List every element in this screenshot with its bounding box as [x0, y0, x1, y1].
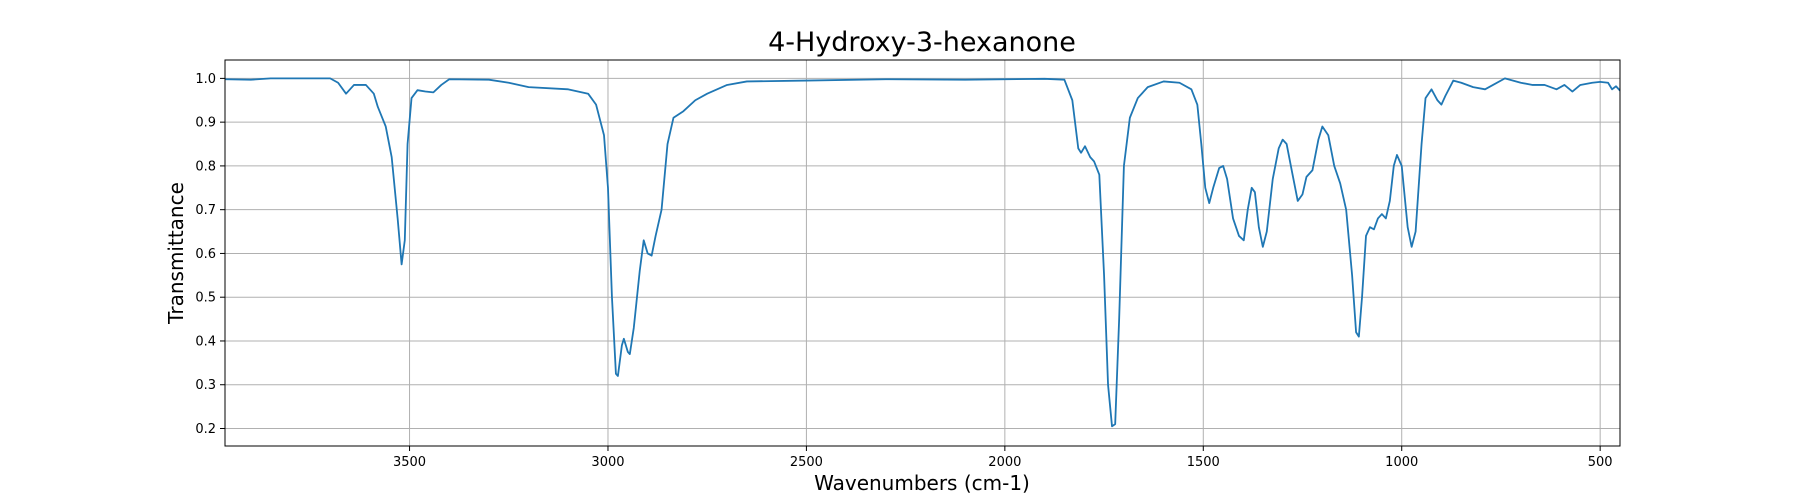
x-tick-label: 3000 [591, 455, 624, 470]
y-axis-label: Transmittance [164, 182, 188, 325]
chart-title: 4-Hydroxy-3-hexanone [768, 27, 1076, 58]
x-tick-label: 2000 [988, 455, 1021, 470]
y-tick-label: 0.2 [195, 422, 216, 437]
y-tick-label: 0.9 [195, 116, 216, 131]
x-tick-label: 1500 [1187, 455, 1220, 470]
y-tick-label: 0.4 [195, 334, 216, 349]
x-tick-label: 3500 [393, 455, 426, 470]
x-tick-label: 500 [1588, 455, 1613, 470]
x-axis-label: Wavenumbers (cm-1) [814, 471, 1030, 495]
x-tick-label: 1000 [1385, 455, 1418, 470]
y-tick-label: 1.0 [195, 72, 216, 87]
series-layer [224, 77, 1621, 428]
y-tick-label: 0.5 [195, 291, 216, 306]
y-tick-label: 0.6 [195, 247, 216, 262]
grid-lines [225, 60, 1620, 446]
transmittance-line [224, 77, 1621, 428]
x-tick-label: 2500 [790, 455, 823, 470]
y-tick-label: 0.7 [195, 203, 216, 218]
axis-ticks: 3500 3000 2500 2000 1500 1000 500 0.2 0.3 0.4 0.5 0… [195, 72, 1612, 470]
y-tick-label: 0.8 [195, 159, 216, 174]
y-tick-label: 0.3 [195, 378, 216, 393]
